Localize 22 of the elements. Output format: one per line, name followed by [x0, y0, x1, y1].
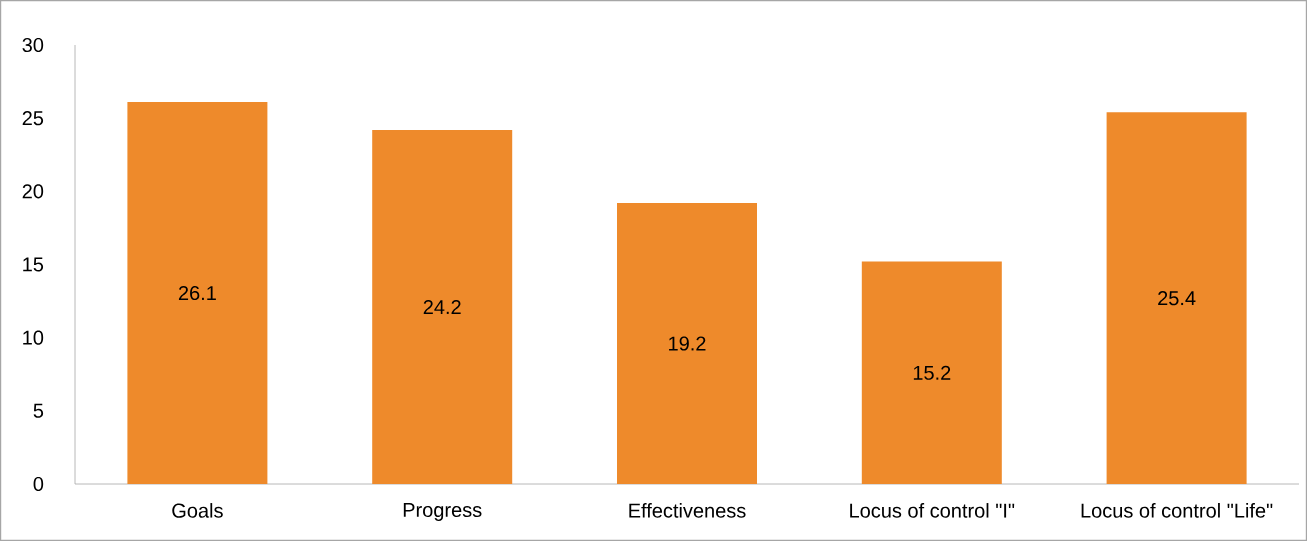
x-tick-label: Goals	[172, 503, 223, 518]
bar	[617, 203, 757, 484]
bar	[127, 102, 268, 484]
y-tick-label: 15	[23, 257, 44, 272]
x-tick-label: Locus of control "I"	[850, 503, 1015, 518]
data-label: 19.2	[669, 336, 706, 351]
y-tick-label: 0	[33, 476, 44, 492]
data-label: 26.1	[178, 285, 216, 301]
y-tick-label: 25	[22, 111, 44, 126]
data-label: 25.4	[1158, 291, 1196, 306]
data-label: 24.2	[423, 299, 461, 314]
y-tick-label: 5	[33, 403, 44, 418]
data-label: 15.2	[913, 365, 951, 380]
y-tick-label: 10	[23, 330, 44, 345]
y-tick-label: 30	[22, 37, 44, 53]
bar	[1106, 112, 1247, 484]
x-tick-label: Locus of control "Life"	[1081, 503, 1273, 518]
x-tick-label: Effectiveness	[629, 503, 746, 518]
bar	[861, 261, 1002, 484]
x-tick-label: Progress	[403, 503, 482, 521]
y-tick-label: 20	[22, 184, 44, 199]
bar	[372, 129, 513, 484]
